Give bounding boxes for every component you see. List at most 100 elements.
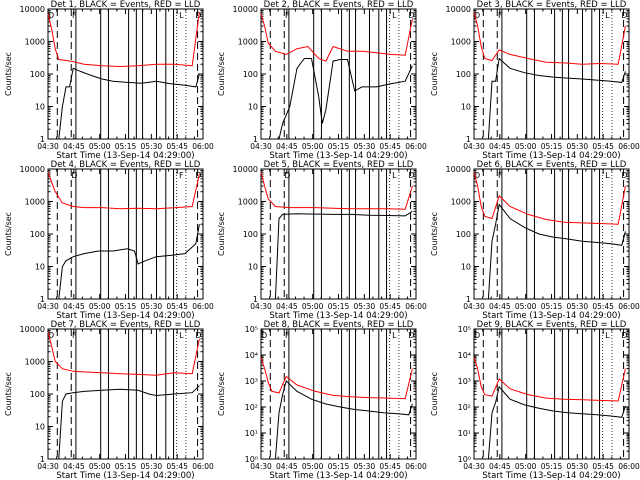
- event-marker-label: F: [72, 11, 77, 20]
- y-tick-label: 1000: [25, 358, 45, 367]
- event-marker-label: L: [179, 11, 184, 20]
- y-tick-label: 10⁰: [458, 455, 471, 464]
- y-tick-label: 1: [40, 135, 45, 144]
- x-tick-label: 05:45: [379, 142, 401, 151]
- event-marker-label: D: [48, 11, 54, 20]
- series-events-line: [274, 380, 413, 460]
- event-marker-label: D: [261, 331, 267, 340]
- y-tick-label: 10⁰: [245, 455, 258, 464]
- y-tick-label: 10000: [446, 5, 471, 14]
- x-tick-label: 05:45: [592, 142, 614, 151]
- event-marker-label: L: [179, 331, 184, 340]
- y-tick-label: 10: [35, 263, 45, 272]
- series-events-line: [58, 385, 200, 460]
- y-tick-label: 10: [248, 263, 258, 272]
- chart-panel-1: Det 1, BLACK = Events, RED = LLD 1 10 100 10…: [4, 0, 214, 161]
- x-tick-label: 05:45: [166, 462, 188, 471]
- chart-title: Det 9, BLACK = Events, RED = LLD: [477, 320, 627, 330]
- x-tick-label: 04:30: [463, 142, 485, 151]
- chart-panel-8: Det 8, BLACK = Events, RED = LLD 10⁰ 10¹ 10…: [217, 320, 427, 480]
- x-axis-label: Start Time (13-Sep-14 04:29:00): [482, 151, 620, 161]
- y-tick-label: 1000: [451, 38, 471, 47]
- y-tick-label: 100: [243, 70, 258, 79]
- y-tick-label: 100: [456, 230, 471, 239]
- x-axis-label: Start Time (13-Sep-14 04:29:00): [56, 151, 194, 161]
- y-tick-label: 100: [30, 70, 45, 79]
- y-tick-label: 10²: [245, 403, 258, 412]
- x-tick-label: 05:30: [354, 142, 376, 151]
- event-marker-label: D: [195, 331, 201, 340]
- y-axis-label: Counts/sec: [4, 372, 13, 416]
- chart-panel-6: Det 6, BLACK = Events, RED = LLD 1 10 100 10…: [430, 160, 640, 321]
- x-axis-label: Start Time (13-Sep-14 04:29:00): [482, 471, 620, 480]
- event-marker-label: D: [621, 171, 627, 180]
- x-tick-label: 04:30: [37, 302, 59, 311]
- event-marker-label: L: [392, 171, 397, 180]
- event-marker-label: D: [474, 171, 480, 180]
- x-tick-label: 05:15: [541, 302, 563, 311]
- event-marker-label: L: [392, 11, 397, 20]
- x-axis-label: Start Time (13-Sep-14 04:29:00): [269, 311, 407, 321]
- x-tick-label: 05:30: [354, 302, 376, 311]
- series-lld-line: [47, 331, 200, 376]
- x-tick-label: 05:45: [379, 302, 401, 311]
- series-lld-line: [473, 357, 626, 402]
- x-tick-label: 06:00: [192, 302, 214, 311]
- chart-title: Det 8, BLACK = Events, RED = LLD: [264, 320, 414, 330]
- y-tick-label: 1000: [238, 38, 258, 47]
- series-events-line: [278, 58, 413, 140]
- event-marker-label: D: [408, 171, 414, 180]
- y-tick-label: 10: [35, 103, 45, 112]
- x-tick-label: 05:00: [89, 302, 111, 311]
- x-tick-label: 05:30: [141, 462, 163, 471]
- y-tick-label: 10¹: [458, 429, 471, 438]
- y-tick-label: 10000: [20, 325, 45, 334]
- y-axis-label: Counts/sec: [217, 372, 226, 416]
- x-tick-label: 06:00: [618, 462, 640, 471]
- event-marker-label: L: [605, 11, 610, 20]
- series-events-line: [487, 203, 626, 300]
- x-tick-label: 06:00: [618, 142, 640, 151]
- y-tick-label: 1: [253, 295, 258, 304]
- x-tick-label: 04:30: [463, 302, 485, 311]
- chart-title: Det 2, BLACK = Events, RED = LLD: [264, 0, 414, 10]
- x-tick-label: 04:30: [250, 142, 272, 151]
- event-marker-label: F: [498, 331, 503, 340]
- x-tick-label: 05:15: [115, 142, 137, 151]
- x-axis-label: Start Time (13-Sep-14 04:29:00): [56, 471, 194, 480]
- y-tick-label: 10⁴: [458, 351, 471, 360]
- y-tick-label: 1000: [25, 38, 45, 47]
- x-axis-label: Start Time (13-Sep-14 04:29:00): [482, 311, 620, 321]
- chart-title: Det 3, BLACK = Events, RED = LLD: [477, 0, 627, 10]
- event-marker-label: D: [474, 11, 480, 20]
- x-tick-label: 05:00: [302, 302, 324, 311]
- y-tick-label: 10²: [458, 403, 471, 412]
- event-marker-label: D: [621, 11, 627, 20]
- chart-panel-5: Det 5, BLACK = Events, RED = LLD 1 10 100 10…: [217, 160, 427, 321]
- x-tick-label: 04:30: [250, 462, 272, 471]
- x-tick-label: 05:00: [302, 142, 324, 151]
- series-events-line: [487, 57, 626, 140]
- series-events-line: [58, 67, 200, 140]
- x-tick-label: 06:00: [405, 142, 427, 151]
- x-tick-label: 06:00: [405, 462, 427, 471]
- y-tick-label: 100: [243, 230, 258, 239]
- y-axis-label: Counts/sec: [430, 212, 439, 256]
- series-lld-line: [260, 357, 413, 400]
- event-marker-label: F: [498, 11, 503, 20]
- x-tick-label: 04:45: [276, 302, 298, 311]
- x-tick-label: 05:45: [166, 142, 188, 151]
- chart-panel-2: Det 2, BLACK = Events, RED = LLD 1 10 100 10…: [217, 0, 427, 161]
- x-tick-label: 05:45: [592, 302, 614, 311]
- event-marker-label: D: [195, 11, 201, 20]
- x-tick-label: 05:30: [567, 302, 589, 311]
- event-marker-label: L: [605, 331, 610, 340]
- y-tick-label: 10000: [20, 165, 45, 174]
- event-marker-label: F: [72, 331, 77, 340]
- x-tick-label: 06:00: [405, 302, 427, 311]
- series-lld-line: [473, 171, 626, 225]
- y-tick-label: 10: [461, 263, 471, 272]
- y-axis-label: Counts/sec: [430, 372, 439, 416]
- x-tick-label: 04:45: [489, 142, 511, 151]
